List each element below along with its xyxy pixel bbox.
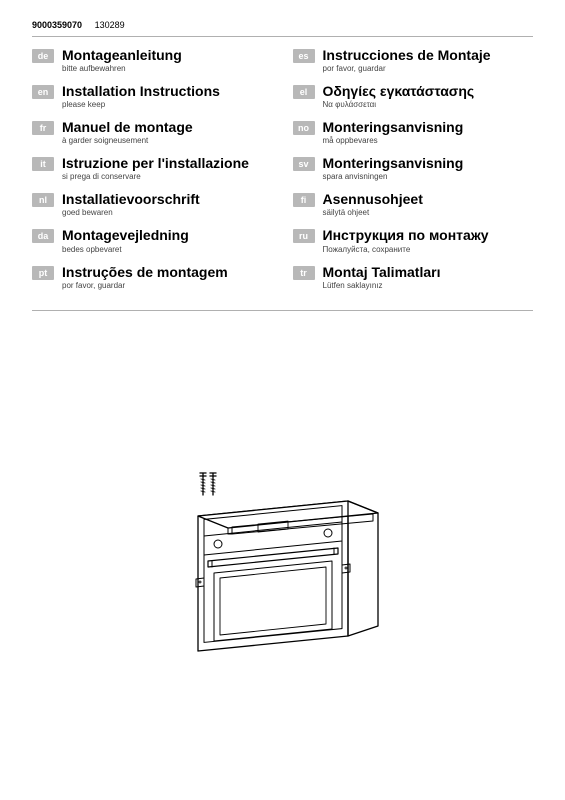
language-title: Asennusohjeet [323,191,423,207]
oven-illustration [32,471,533,661]
code-primary: 9000359070 [32,20,82,30]
language-title: Monteringsanvisning [323,119,464,135]
language-tag: sv [293,157,315,171]
language-tag: no [293,121,315,135]
language-row: fi Asennusohjeetsäilytä ohjeet [293,191,534,217]
divider-top [32,36,533,37]
document-codes: 9000359070 130289 [32,20,533,30]
language-subtitle: säilytä ohjeet [323,208,423,217]
language-tag: pt [32,266,54,280]
language-text: Monteringsanvisningmå oppbevares [323,119,464,145]
code-secondary: 130289 [95,20,125,30]
language-text: Instrucciones de Montajepor favor, guard… [323,47,491,73]
language-tag: es [293,49,315,63]
language-text: Montageanleitungbitte aufbewahren [62,47,182,73]
language-subtitle: por favor, guardar [323,64,491,73]
language-subtitle: goed bewaren [62,208,200,217]
language-title: Montagevejledning [62,227,189,243]
language-subtitle: Lütfen saklayınız [323,281,441,290]
language-subtitle: por favor, guardar [62,281,228,290]
language-row: fr Manuel de montageà garder soigneusemen… [32,119,273,145]
language-row: da Montagevejledning bedes opbevaret [32,227,273,253]
language-tag: it [32,157,54,171]
language-text: Manuel de montageà garder soigneusement [62,119,193,145]
language-subtitle: please keep [62,100,220,109]
language-tag: de [32,49,54,63]
language-row: en Installation Instructionsplease keep [32,83,273,109]
language-row: pt Instruções de montagempor favor, guard… [32,264,273,290]
language-text: Montagevejledning bedes opbevaret [62,227,189,253]
language-title: Montaj Talimatları [323,264,441,280]
language-row: tr Montaj TalimatlarıLütfen saklayınız [293,264,534,290]
left-column: de Montageanleitungbitte aufbewahren en Ins… [32,47,273,300]
language-title: Instrucciones de Montaje [323,47,491,63]
language-subtitle: si prega di conservare [62,172,249,181]
oven-drawing-svg [178,471,388,661]
language-text: Installation Instructionsplease keep [62,83,220,109]
language-subtitle: bedes opbevaret [62,245,189,254]
language-title: Инструкция по монтажу [323,227,489,243]
language-text: Monteringsanvisningspara anvisningen [323,155,464,181]
language-text: Οδηγίες εγκατάστασηςΝα φυλάσσεται [323,83,475,109]
language-tag: nl [32,193,54,207]
language-title: Οδηγίες εγκατάστασης [323,83,475,99]
language-text: Instruções de montagempor favor, guardar [62,264,228,290]
language-row: sv Monteringsanvisningspara anvisningen [293,155,534,181]
language-row: el Οδηγίες εγκατάστασηςΝα φυλάσσεται [293,83,534,109]
language-row: ru Инструкция по монтажу Пожалуйста, сохра… [293,227,534,253]
language-subtitle: bitte aufbewahren [62,64,182,73]
language-tag: ru [293,229,315,243]
language-row: it Istruzione per l'installazionesi prega… [32,155,273,181]
screw-icon [200,473,206,495]
language-tag: tr [293,266,315,280]
language-text: Istruzione per l'installazionesi prega d… [62,155,249,181]
language-text: Installatievoorschriftgoed bewaren [62,191,200,217]
language-row: no Monteringsanvisningmå oppbevares [293,119,534,145]
language-title: Instruções de montagem [62,264,228,280]
language-title: Monteringsanvisning [323,155,464,171]
language-tag: da [32,229,54,243]
language-subtitle: Пожалуйста, сохраните [323,245,489,254]
language-row: de Montageanleitungbitte aufbewahren [32,47,273,73]
language-subtitle: Να φυλάσσεται [323,100,475,109]
language-title: Montageanleitung [62,47,182,63]
language-subtitle: spara anvisningen [323,172,464,181]
language-title: Installatievoorschrift [62,191,200,207]
language-text: Инструкция по монтажу Пожалуйста, сохрани… [323,227,489,253]
language-tag: en [32,85,54,99]
language-title: Istruzione per l'installazione [62,155,249,171]
right-column: es Instrucciones de Montajepor favor, gua… [293,47,534,300]
language-tag: fi [293,193,315,207]
language-row: nl Installatievoorschriftgoed bewaren [32,191,273,217]
screw-icon [210,473,216,495]
language-tag: fr [32,121,54,135]
language-row: es Instrucciones de Montajepor favor, gua… [293,47,534,73]
language-text: Montaj TalimatlarıLütfen saklayınız [323,264,441,290]
language-title: Installation Instructions [62,83,220,99]
language-tag: el [293,85,315,99]
language-subtitle: à garder soigneusement [62,136,193,145]
language-columns: de Montageanleitungbitte aufbewahren en Ins… [32,47,533,300]
divider-bottom [32,310,533,311]
language-title: Manuel de montage [62,119,193,135]
language-subtitle: må oppbevares [323,136,464,145]
language-text: Asennusohjeetsäilytä ohjeet [323,191,423,217]
